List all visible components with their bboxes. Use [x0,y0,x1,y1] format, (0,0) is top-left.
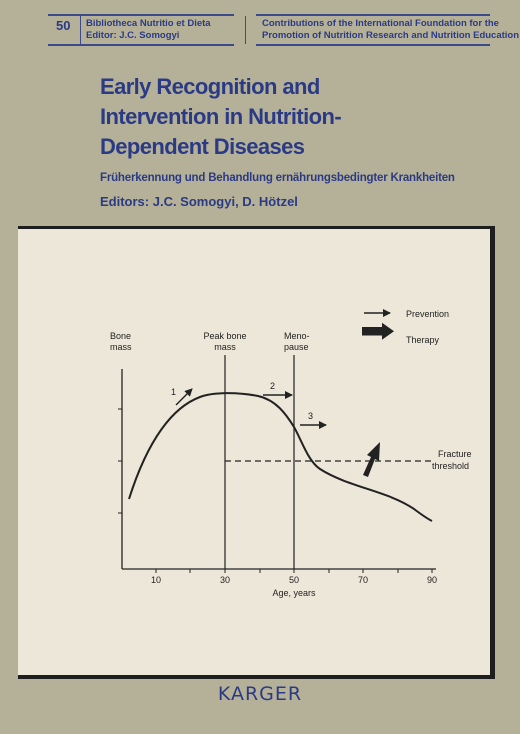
header-rule-bottom-right [256,44,490,46]
bone-mass-diagram: 10 30 50 70 90 Age, years Bone mass Peak… [110,309,472,598]
series-editor: Editor: J.C. Somogyi [86,30,180,41]
header-rule-top-right [256,14,490,16]
x-tick-label-10: 10 [151,575,161,585]
x-tick-label-70: 70 [358,575,368,585]
contributions-line-2: Promotion of Nutrition Research and Nutr… [262,30,520,41]
editors: Editors: J.C. Somogyi, D. Hötzel [100,194,298,209]
arrow-label-1: 1 [171,387,176,397]
fracture-label-line-1: Fracture [438,449,472,459]
prevention-arrow-1 [175,388,193,406]
title-line-2: Intervention in Nutrition- [100,104,342,129]
x-tick-label-50: 50 [289,575,299,585]
peak-label-line-2: mass [214,342,236,352]
peak-label-line-1: Peak bone [203,331,246,341]
contributions-line-1: Contributions of the International Found… [262,18,499,29]
title-line-3: Dependent Diseases [100,134,305,159]
cover-figure-frame: 10 30 50 70 90 Age, years Bone mass Peak… [18,226,495,679]
therapy-arrow [363,442,380,477]
y-axis-label-line-2: mass [110,342,132,352]
fracture-label-line-2: threshold [432,461,469,471]
header-rule-bottom-left [48,44,234,46]
arrow-label-2: 2 [270,381,275,391]
legend-therapy-arrow [362,322,394,340]
cover-header: 50 Bibliotheca Nutritio et Dieta Editor:… [0,0,520,52]
volume-number: 50 [56,18,71,33]
header-rule-top-left [48,14,234,16]
x-tick-label-90: 90 [427,575,437,585]
x-tick-label-30: 30 [220,575,230,585]
bone-mass-curve [128,392,433,522]
header-divider-2 [245,16,246,44]
menopause-label-line-2: pause [284,342,309,352]
header-divider-1 [80,16,81,44]
arrow-label-3: 3 [308,411,313,421]
menopause-label-line-1: Meno- [284,331,310,341]
legend-prevention-label: Prevention [406,309,449,319]
subtitle: Früherkennung und Behandlung ernährungsb… [100,172,455,184]
series-title: Bibliotheca Nutritio et Dieta [86,18,211,29]
publisher-logo: KARGER [217,683,303,705]
y-axis-label-line-1: Bone [110,331,131,341]
x-axis-label: Age, years [272,588,316,598]
title-line-1: Early Recognition and [100,74,320,99]
legend-therapy-label: Therapy [406,335,440,345]
